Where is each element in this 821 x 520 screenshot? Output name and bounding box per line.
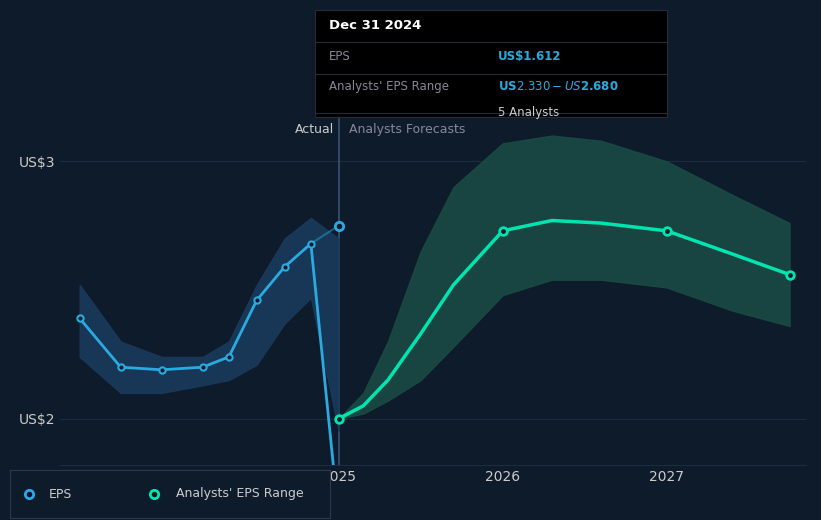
Text: 5 Analysts: 5 Analysts — [498, 106, 559, 119]
Text: US$2.330 - US$2.680: US$2.330 - US$2.680 — [498, 80, 619, 93]
Text: US$1.612: US$1.612 — [498, 49, 562, 62]
Text: Dec 31 2024: Dec 31 2024 — [329, 19, 421, 32]
Text: Analysts Forecasts: Analysts Forecasts — [349, 123, 465, 136]
Text: Analysts' EPS Range: Analysts' EPS Range — [177, 488, 304, 500]
Text: EPS: EPS — [329, 49, 351, 62]
Text: Actual: Actual — [295, 123, 334, 136]
Text: Analysts' EPS Range: Analysts' EPS Range — [329, 80, 449, 93]
Text: EPS: EPS — [48, 488, 71, 500]
